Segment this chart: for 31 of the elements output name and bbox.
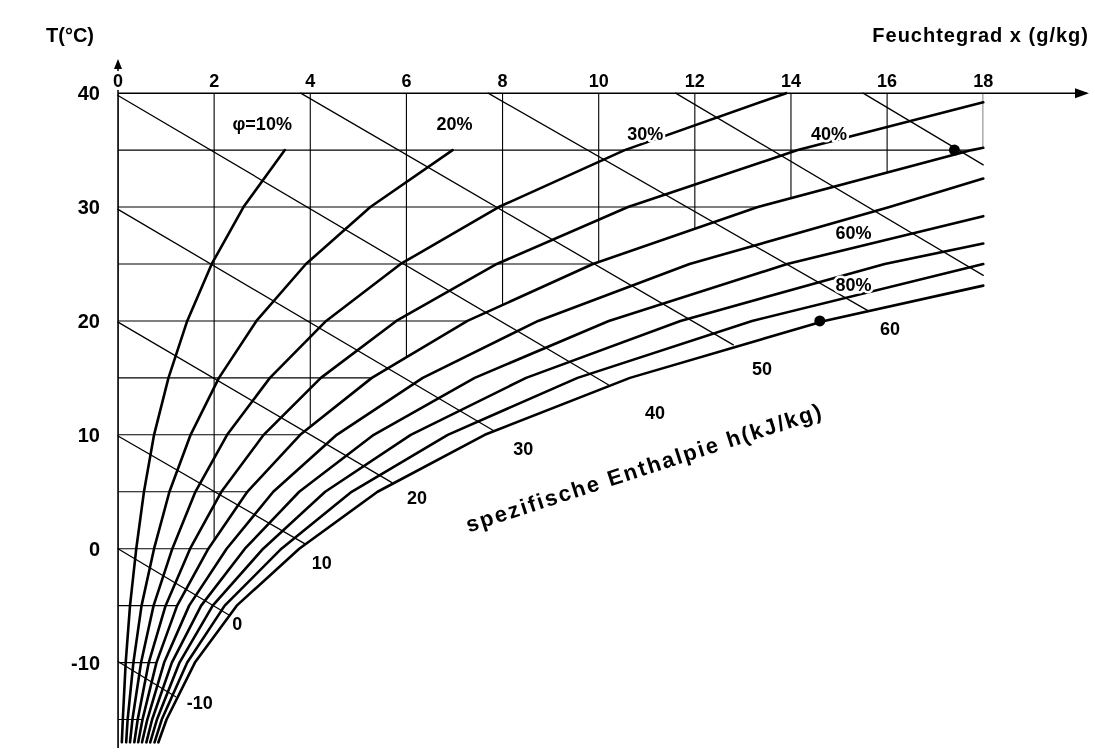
x-axis-title: Feuchtegrad x (g/kg) bbox=[872, 24, 1089, 46]
x-tick-label: 18 bbox=[973, 71, 994, 92]
x-tick-label: 16 bbox=[877, 71, 898, 92]
y-tick-label: 20 bbox=[77, 309, 100, 332]
annotation: 40 bbox=[644, 403, 665, 424]
x-tick-label: 4 bbox=[305, 71, 316, 92]
annotation: φ=10% bbox=[232, 114, 292, 135]
annotation: 60% bbox=[835, 222, 872, 243]
y-tick-label: -10 bbox=[71, 651, 100, 674]
x-tick-label: 6 bbox=[401, 71, 412, 92]
annotation: 10 bbox=[311, 552, 332, 573]
y-axis-title: T(°C) bbox=[46, 24, 94, 46]
annotation: 40% bbox=[810, 123, 847, 144]
x-tick-label: 14 bbox=[780, 71, 801, 92]
x-tick-label: 2 bbox=[209, 71, 220, 92]
annotation: 50 bbox=[752, 359, 773, 380]
annotation: 0 bbox=[232, 614, 243, 635]
annotation: 30% bbox=[627, 123, 664, 144]
x-tick-label: 8 bbox=[497, 71, 508, 92]
annotation: 30 bbox=[513, 438, 534, 459]
y-tick-label: 0 bbox=[88, 537, 100, 560]
y-tick-label: 10 bbox=[77, 423, 100, 446]
y-tick-label: 40 bbox=[77, 82, 100, 105]
annotation: -10 bbox=[186, 692, 213, 713]
x-tick-label: 12 bbox=[684, 71, 705, 92]
annotation: 20% bbox=[436, 114, 473, 135]
x-tick-label: 10 bbox=[588, 71, 609, 92]
y-tick-label: 30 bbox=[77, 196, 100, 219]
annotation: 60 bbox=[879, 319, 901, 340]
annotation: 80% bbox=[835, 274, 872, 295]
annotation: 20 bbox=[406, 488, 428, 509]
